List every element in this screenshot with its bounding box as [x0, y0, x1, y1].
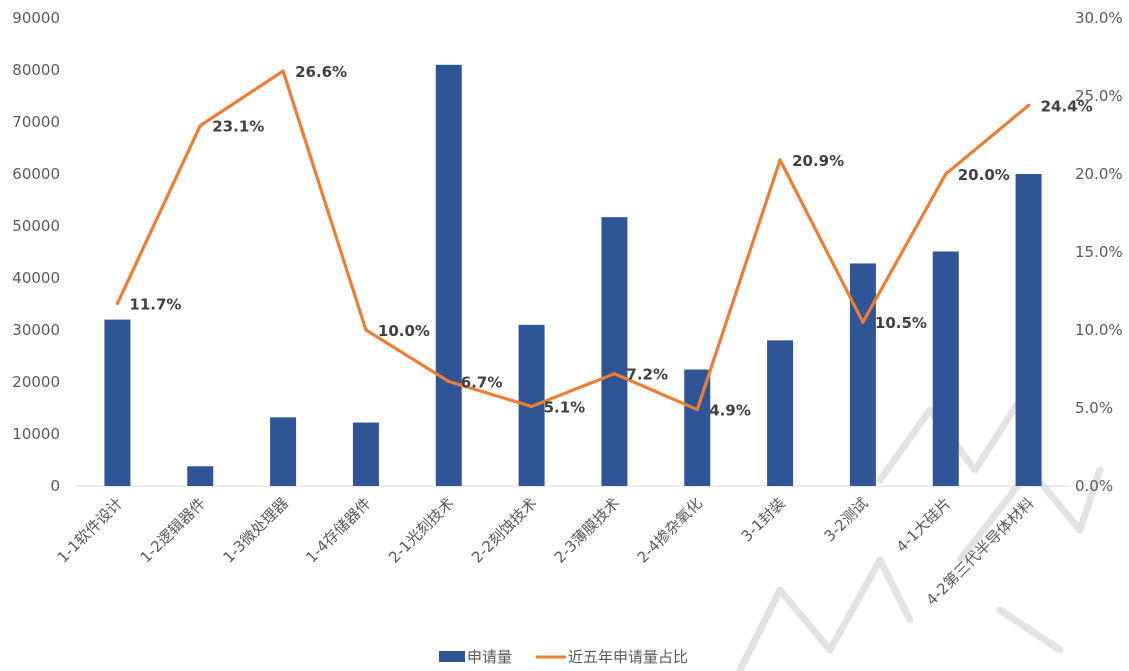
category-labels: 1-1软件设计 1-2逻辑器件 1-3微处理器 1-4存储器件 2-1光刻技术 2-2刻蚀… — [54, 494, 1038, 609]
bar — [435, 64, 462, 487]
line-point — [695, 407, 699, 412]
right-tick-label: 5.0% — [1075, 399, 1113, 417]
right-tick-label: 15.0% — [1075, 243, 1123, 261]
right-tick-label: 30.0% — [1075, 9, 1123, 27]
left-tick-label: 40000 — [12, 269, 60, 287]
bar — [684, 369, 711, 486]
left-tick-label: 10000 — [12, 425, 60, 443]
legend-swatch-bar — [439, 651, 465, 662]
right-tick-label: 10.0% — [1075, 321, 1123, 339]
bar — [270, 417, 297, 486]
bar — [849, 263, 876, 486]
line-data-label: 26.6% — [295, 63, 347, 81]
bar — [352, 422, 379, 486]
left-tick-label: 80000 — [12, 61, 60, 79]
line-point — [612, 372, 617, 376]
bar — [187, 466, 214, 486]
line-data-label: 7.2% — [626, 366, 668, 384]
right-tick-label: 20.0% — [1075, 165, 1123, 183]
bar — [932, 251, 959, 486]
line-data-label: 23.1% — [212, 118, 264, 136]
category-label: 2-4掺杂氧化 — [634, 494, 706, 566]
category-label: 2-3薄膜技术 — [551, 494, 623, 566]
left-tick-label: 30000 — [12, 321, 60, 339]
line-data-labels: 11.7% 23.1% 26.6% 10.0% 6.7% 5.1% 7.2% 4.9% 20.9… — [129, 63, 1092, 420]
bar — [104, 319, 131, 486]
bar-series — [104, 64, 1042, 487]
category-label: 3-1封装 — [738, 494, 789, 545]
category-label: 1-4存储器件 — [302, 494, 374, 566]
right-tick-label: 0.0% — [1075, 477, 1113, 495]
category-label: 4-1大硅片 — [893, 494, 955, 556]
line-point — [364, 328, 368, 332]
category-label: 1-3微处理器 — [219, 494, 291, 566]
category-label: 1-1软件设计 — [54, 494, 126, 566]
line-data-label: 4.9% — [709, 402, 751, 420]
bar — [1015, 174, 1042, 486]
line-point — [281, 69, 285, 73]
line-data-label: 5.1% — [544, 398, 586, 416]
left-tick-label: 0 — [50, 477, 60, 495]
line-series — [115, 69, 1031, 412]
line-data-label: 24.4% — [1041, 97, 1093, 115]
right-tick-label: 25.0% — [1075, 87, 1123, 105]
line-point — [198, 124, 202, 128]
left-tick-label: 50000 — [12, 217, 60, 235]
line-data-label: 20.0% — [958, 166, 1010, 184]
line-point — [529, 404, 534, 409]
left-tick-label: 90000 — [12, 9, 60, 27]
line-data-label: 10.0% — [378, 322, 430, 340]
line-data-label: 11.7% — [129, 295, 181, 313]
bar — [767, 340, 794, 486]
left-tick-label: 60000 — [12, 165, 60, 183]
line-point — [861, 320, 865, 324]
line-data-label: 6.7% — [461, 373, 503, 391]
line-point — [115, 301, 120, 306]
line-path — [115, 69, 1030, 412]
right-axis-ticks: 0.0% 5.0% 10.0% 15.0% 20.0% 25.0% 30.0% — [1075, 9, 1123, 495]
watermark — [736, 396, 1104, 671]
left-tick-label: 70000 — [12, 113, 60, 131]
line-data-label: 20.9% — [792, 152, 844, 170]
legend-label-line: 近五年申请量占比 — [568, 648, 688, 666]
bar — [601, 217, 628, 486]
line-point — [944, 172, 948, 176]
line-point — [1026, 103, 1031, 107]
category-label: 2-1光刻技术 — [385, 494, 457, 566]
line-data-label: 10.5% — [875, 314, 927, 332]
category-label: 1-2逻辑器件 — [137, 494, 209, 566]
line-point — [447, 379, 451, 384]
category-label: 2-2刻蚀技术 — [468, 494, 540, 566]
legend-label-bar: 申请量 — [467, 648, 512, 666]
legend: 申请量 近五年申请量占比 — [439, 648, 688, 666]
left-axis-ticks: 0 10000 20000 30000 40000 50000 60000 70000 8000… — [12, 9, 60, 495]
category-label: 3-2测试 — [820, 494, 871, 545]
left-tick-label: 20000 — [12, 373, 60, 391]
line-point — [778, 158, 782, 162]
